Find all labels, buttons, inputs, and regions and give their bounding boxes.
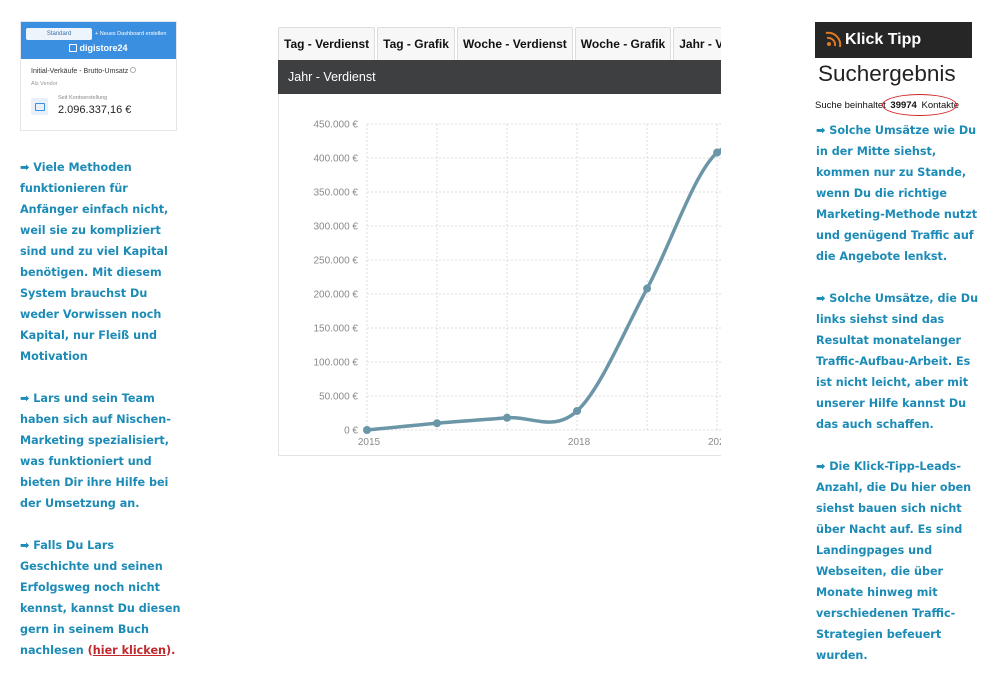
wallet-icon	[31, 98, 48, 115]
y-tick-label: 400.000 €	[314, 154, 359, 165]
info-icon[interactable]	[130, 67, 137, 73]
x-tick-label: 2015	[358, 437, 381, 448]
link-paren-close: ).	[166, 644, 176, 657]
y-tick-label: 50.000 €	[319, 392, 358, 403]
tab-jahr-verdienst[interactable]: Jahr - Verdienst	[673, 27, 721, 60]
revenue-stat-label: Seit Kontoerstellung	[58, 95, 108, 101]
vendor-label: Als Vendor	[31, 81, 58, 87]
data-point	[503, 413, 512, 422]
search-prefix: Suche beinhaltet	[815, 100, 886, 111]
link-paren-open: (	[87, 644, 93, 657]
cart-icon	[69, 44, 78, 52]
tab-tag-verdienst[interactable]: Tag - Verdienst	[278, 27, 376, 60]
left-paragraph-2: ➡ Lars und sein Team haben sich auf Nisc…	[20, 392, 171, 510]
search-summary: Suche beinhaltet 39974 Kontakte	[815, 94, 959, 116]
widget-title-text: Initial-Verkäufe - Brutto-Umsatz	[31, 68, 129, 75]
revenue-stat-value: 2.096.337,16 €	[58, 104, 132, 116]
revenue-stat: Seit Kontoerstellung 2.096.337,16 €	[31, 95, 166, 119]
data-point	[643, 284, 652, 293]
y-tick-label: 200.000 €	[314, 290, 359, 301]
dashboard-toggle[interactable]: Standard	[26, 28, 92, 40]
signal-icon	[825, 31, 842, 48]
right-text-block: ➡ Solche Umsätze wie Du in der Mitte sie…	[816, 120, 986, 666]
y-tick-label: 150.000 €	[314, 324, 359, 335]
y-tick-label: 0 €	[344, 426, 358, 437]
digistore-header: Standard + Neues Dashboard erstellen dig…	[21, 22, 176, 59]
left-paragraph-1: ➡ Viele Methoden funktionieren für Anfän…	[20, 161, 169, 363]
right-paragraph-1: ➡ Solche Umsätze wie Du in der Mitte sie…	[816, 124, 978, 263]
chart-header: Jahr - Verdienst	[278, 60, 721, 94]
y-tick-label: 100.000 €	[314, 358, 359, 369]
y-tick-label: 350.000 €	[314, 188, 359, 199]
widget-title: Initial-Verkäufe - Brutto-Umsatz	[31, 67, 166, 75]
contact-count: 39974	[882, 94, 958, 116]
revenue-line	[365, 147, 721, 432]
revenue-chart-svg: 0 € 50.000 € 100.000 € 150.000 € 200.000 € 25…	[314, 120, 721, 448]
search-result-heading: Suchergebnis	[818, 61, 956, 86]
y-tick-label: 450.000 €	[314, 120, 359, 131]
right-paragraph-3: ➡ Die Klick-Tipp-Leads-Anzahl, die Du hi…	[816, 460, 972, 662]
y-tick-label: 250.000 €	[314, 256, 359, 267]
data-point	[363, 426, 371, 434]
tab-tag-grafik[interactable]: Tag - Grafik	[377, 27, 455, 60]
data-point	[573, 406, 582, 415]
digistore-screenshot: Standard + Neues Dashboard erstellen dig…	[20, 21, 177, 131]
left-paragraph-3: ➡ Falls Du Lars Geschichte und seinen Er…	[20, 535, 185, 661]
left-paragraph-3-text: ➡ Falls Du Lars Geschichte und seinen Er…	[20, 539, 181, 657]
x-tick-label: 2018	[568, 437, 591, 448]
klicktipp-logo: Klick Tipp	[815, 22, 972, 58]
digistore-logo: digistore24	[21, 43, 176, 53]
new-dashboard-link[interactable]: + Neues Dashboard erstellen	[95, 31, 167, 37]
right-paragraph-2: ➡ Solche Umsätze, die Du links siehst si…	[816, 292, 979, 431]
chart-tabs: Tag - Verdienst Tag - Grafik Woche - Ver…	[278, 27, 721, 60]
left-text-block: ➡ Viele Methoden funktionieren für Anfän…	[20, 157, 185, 661]
data-point	[713, 148, 721, 157]
y-tick-label: 300.000 €	[314, 222, 359, 233]
tab-woche-verdienst[interactable]: Woche - Verdienst	[456, 27, 573, 60]
book-link[interactable]: hier klicken	[92, 644, 166, 657]
revenue-chart: 0 € 50.000 € 100.000 € 150.000 € 200.000 € 25…	[278, 94, 721, 456]
digistore-logo-text: digistore24	[79, 43, 128, 53]
tab-woche-grafik[interactable]: Woche - Grafik	[574, 27, 672, 60]
data-point	[433, 419, 442, 428]
x-tick-label: 2020	[708, 437, 721, 448]
klicktipp-logo-text: Klick Tipp	[845, 31, 922, 48]
